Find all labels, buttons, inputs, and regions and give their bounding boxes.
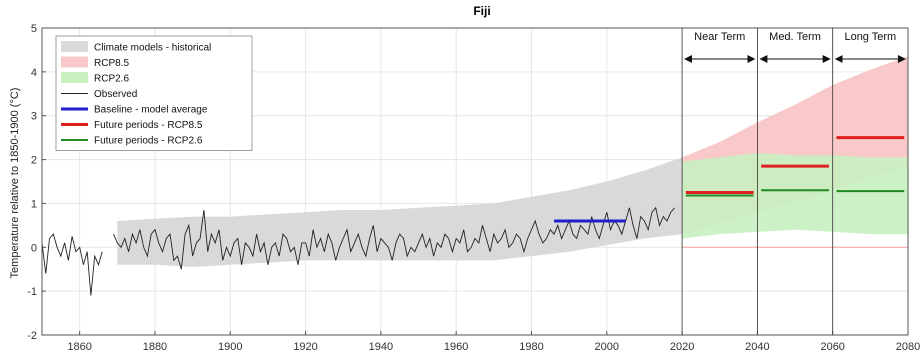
legend-swatch: [61, 41, 88, 52]
x-tick-label: 1900: [218, 341, 242, 353]
legend-label: Observed: [94, 89, 137, 100]
legend-box: [55, 35, 253, 151]
term-label: Long Term: [844, 31, 896, 43]
y-tick-label: 4: [31, 67, 37, 79]
observed-series-line: [41, 206, 675, 296]
y-tick-label: -2: [27, 330, 37, 342]
x-tick-label: 2040: [745, 341, 769, 353]
y-tick-label: 0: [31, 242, 37, 254]
rcp26-band: [682, 153, 908, 239]
y-tick-label: 5: [31, 23, 37, 35]
y-tick-label: 2: [31, 155, 37, 167]
legend-swatch: [61, 56, 88, 68]
lines: [41, 136, 908, 296]
x-tick-label: 2080: [896, 341, 920, 353]
chart-title: Fiji: [473, 4, 490, 18]
y-tick-label: 3: [31, 111, 37, 123]
x-tick-label: 2020: [670, 341, 694, 353]
plot-frame: [41, 27, 909, 336]
y-tick-label: -1: [27, 286, 37, 298]
x-tick-label: 2000: [595, 341, 619, 353]
x-tick-label: 1940: [369, 341, 393, 353]
legend-label: Future periods - RCP2.6: [94, 136, 203, 147]
legend-label: RCP8.5: [94, 58, 129, 69]
x-tick-label: 2060: [820, 341, 844, 353]
x-tick-label: 1860: [67, 341, 91, 353]
term-annotations: Near Term Med. Term Long Term: [681, 28, 906, 335]
legend-label: Future periods - RCP8.5: [94, 120, 203, 131]
x-tick-label: 1880: [143, 341, 167, 353]
axes: 1860 1880 1900 1920 1940 1960 1980 2000 2020 2040…: [27, 23, 920, 353]
legend: Climate models - historical RCP8.5 RCP2.6 O…: [55, 35, 253, 151]
term-label: Near Term: [694, 31, 745, 43]
legend-label: Baseline - model average: [94, 105, 208, 116]
legend-label: RCP2.6: [94, 74, 129, 85]
x-tick-label: 1980: [519, 341, 543, 353]
legend-label: Climate models - historical: [94, 43, 211, 54]
x-tick-label: 1920: [293, 341, 317, 353]
y-tick-label: 1: [31, 198, 37, 210]
term-label: Med. Term: [769, 31, 821, 43]
legend-swatch: [61, 72, 88, 83]
x-tick-label: 1960: [444, 341, 468, 353]
y-axis-label: Temperature relative to 1850-1900 (°C): [9, 88, 21, 279]
